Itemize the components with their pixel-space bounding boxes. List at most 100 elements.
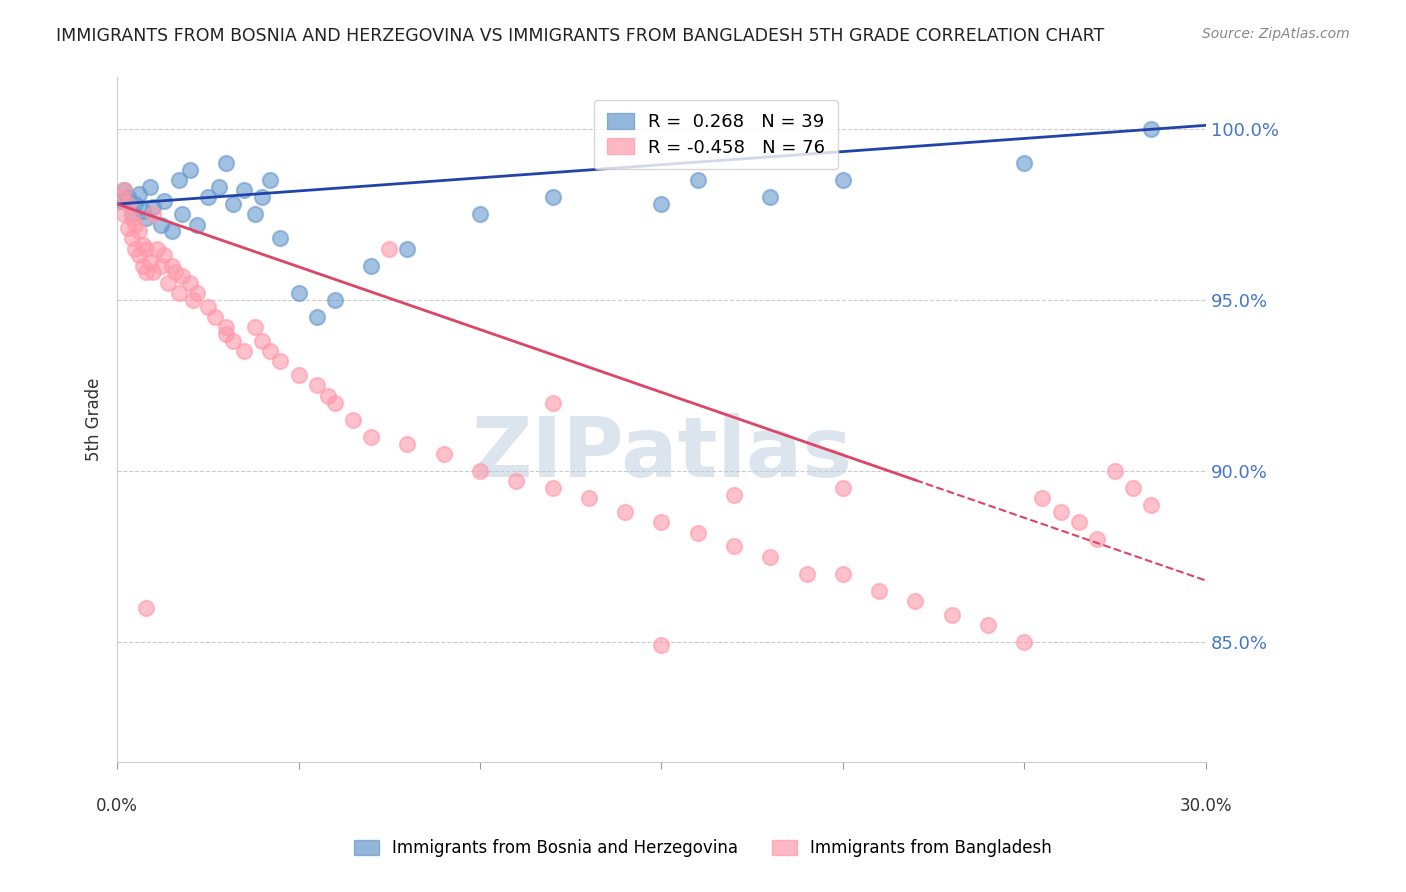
Point bbox=[135, 265, 157, 279]
Point bbox=[723, 488, 745, 502]
Point bbox=[146, 242, 169, 256]
Point bbox=[114, 183, 136, 197]
Point bbox=[135, 600, 157, 615]
Point bbox=[114, 207, 136, 221]
Point bbox=[149, 259, 172, 273]
Point bbox=[124, 197, 146, 211]
Point bbox=[153, 248, 176, 262]
Point bbox=[759, 549, 782, 564]
Point bbox=[686, 173, 709, 187]
Point bbox=[868, 583, 890, 598]
Point bbox=[183, 293, 205, 307]
Point bbox=[541, 395, 564, 409]
Point bbox=[117, 197, 139, 211]
Point bbox=[287, 368, 309, 383]
Point bbox=[233, 344, 256, 359]
Point bbox=[1012, 635, 1035, 649]
Point bbox=[243, 207, 266, 221]
Point bbox=[128, 248, 150, 262]
Point bbox=[468, 464, 491, 478]
Point bbox=[323, 395, 346, 409]
Point bbox=[831, 566, 853, 581]
Point bbox=[941, 607, 963, 622]
Point bbox=[686, 525, 709, 540]
Point bbox=[186, 286, 208, 301]
Point bbox=[614, 505, 637, 519]
Point bbox=[342, 412, 364, 426]
Point bbox=[179, 276, 201, 290]
Point bbox=[114, 183, 136, 197]
Point bbox=[131, 238, 153, 252]
Point bbox=[121, 211, 143, 225]
Point bbox=[128, 224, 150, 238]
Point bbox=[186, 218, 208, 232]
Y-axis label: 5th Grade: 5th Grade bbox=[86, 378, 103, 461]
Point bbox=[541, 481, 564, 495]
Point bbox=[1085, 533, 1108, 547]
Point bbox=[1031, 491, 1053, 506]
Text: Source: ZipAtlas.com: Source: ZipAtlas.com bbox=[1202, 27, 1350, 41]
Point bbox=[204, 310, 226, 324]
Point bbox=[796, 566, 818, 581]
Point bbox=[233, 183, 256, 197]
Point bbox=[904, 594, 927, 608]
Point bbox=[131, 259, 153, 273]
Point bbox=[269, 231, 291, 245]
Point bbox=[215, 156, 238, 170]
Point bbox=[1122, 481, 1144, 495]
Point bbox=[172, 268, 194, 283]
Point bbox=[153, 194, 176, 208]
Point bbox=[259, 344, 281, 359]
Point bbox=[1140, 498, 1163, 512]
Point bbox=[117, 190, 139, 204]
Point bbox=[541, 190, 564, 204]
Point bbox=[149, 218, 172, 232]
Point bbox=[117, 221, 139, 235]
Point bbox=[142, 201, 165, 215]
Point bbox=[759, 190, 782, 204]
Point bbox=[505, 475, 527, 489]
Point bbox=[396, 436, 419, 450]
Point bbox=[142, 265, 165, 279]
Point bbox=[222, 197, 245, 211]
Point bbox=[179, 162, 201, 177]
Point bbox=[433, 447, 456, 461]
Point bbox=[650, 197, 672, 211]
Point bbox=[135, 242, 157, 256]
Point bbox=[1104, 464, 1126, 478]
Point bbox=[578, 491, 600, 506]
Point bbox=[142, 207, 165, 221]
Point bbox=[160, 259, 183, 273]
Point bbox=[323, 293, 346, 307]
Point bbox=[160, 224, 183, 238]
Point bbox=[215, 327, 238, 342]
Text: IMMIGRANTS FROM BOSNIA AND HERZEGOVINA VS IMMIGRANTS FROM BANGLADESH 5TH GRADE C: IMMIGRANTS FROM BOSNIA AND HERZEGOVINA V… bbox=[56, 27, 1105, 45]
Point bbox=[831, 173, 853, 187]
Point bbox=[139, 255, 162, 269]
Point bbox=[378, 242, 401, 256]
Point bbox=[197, 300, 219, 314]
Text: 0.0%: 0.0% bbox=[96, 797, 138, 814]
Point bbox=[167, 286, 190, 301]
Point bbox=[468, 207, 491, 221]
Point bbox=[252, 190, 274, 204]
Point bbox=[287, 286, 309, 301]
Point bbox=[305, 310, 328, 324]
Point bbox=[269, 354, 291, 368]
Point bbox=[110, 194, 132, 208]
Text: 30.0%: 30.0% bbox=[1180, 797, 1232, 814]
Point bbox=[252, 334, 274, 348]
Point bbox=[316, 389, 339, 403]
Point bbox=[723, 539, 745, 553]
Point bbox=[167, 173, 190, 187]
Point bbox=[1049, 505, 1071, 519]
Point bbox=[259, 173, 281, 187]
Point bbox=[124, 218, 146, 232]
Point bbox=[135, 211, 157, 225]
Point bbox=[121, 207, 143, 221]
Point bbox=[156, 276, 179, 290]
Point bbox=[208, 180, 231, 194]
Point bbox=[1067, 516, 1090, 530]
Point bbox=[131, 203, 153, 218]
Point bbox=[831, 481, 853, 495]
